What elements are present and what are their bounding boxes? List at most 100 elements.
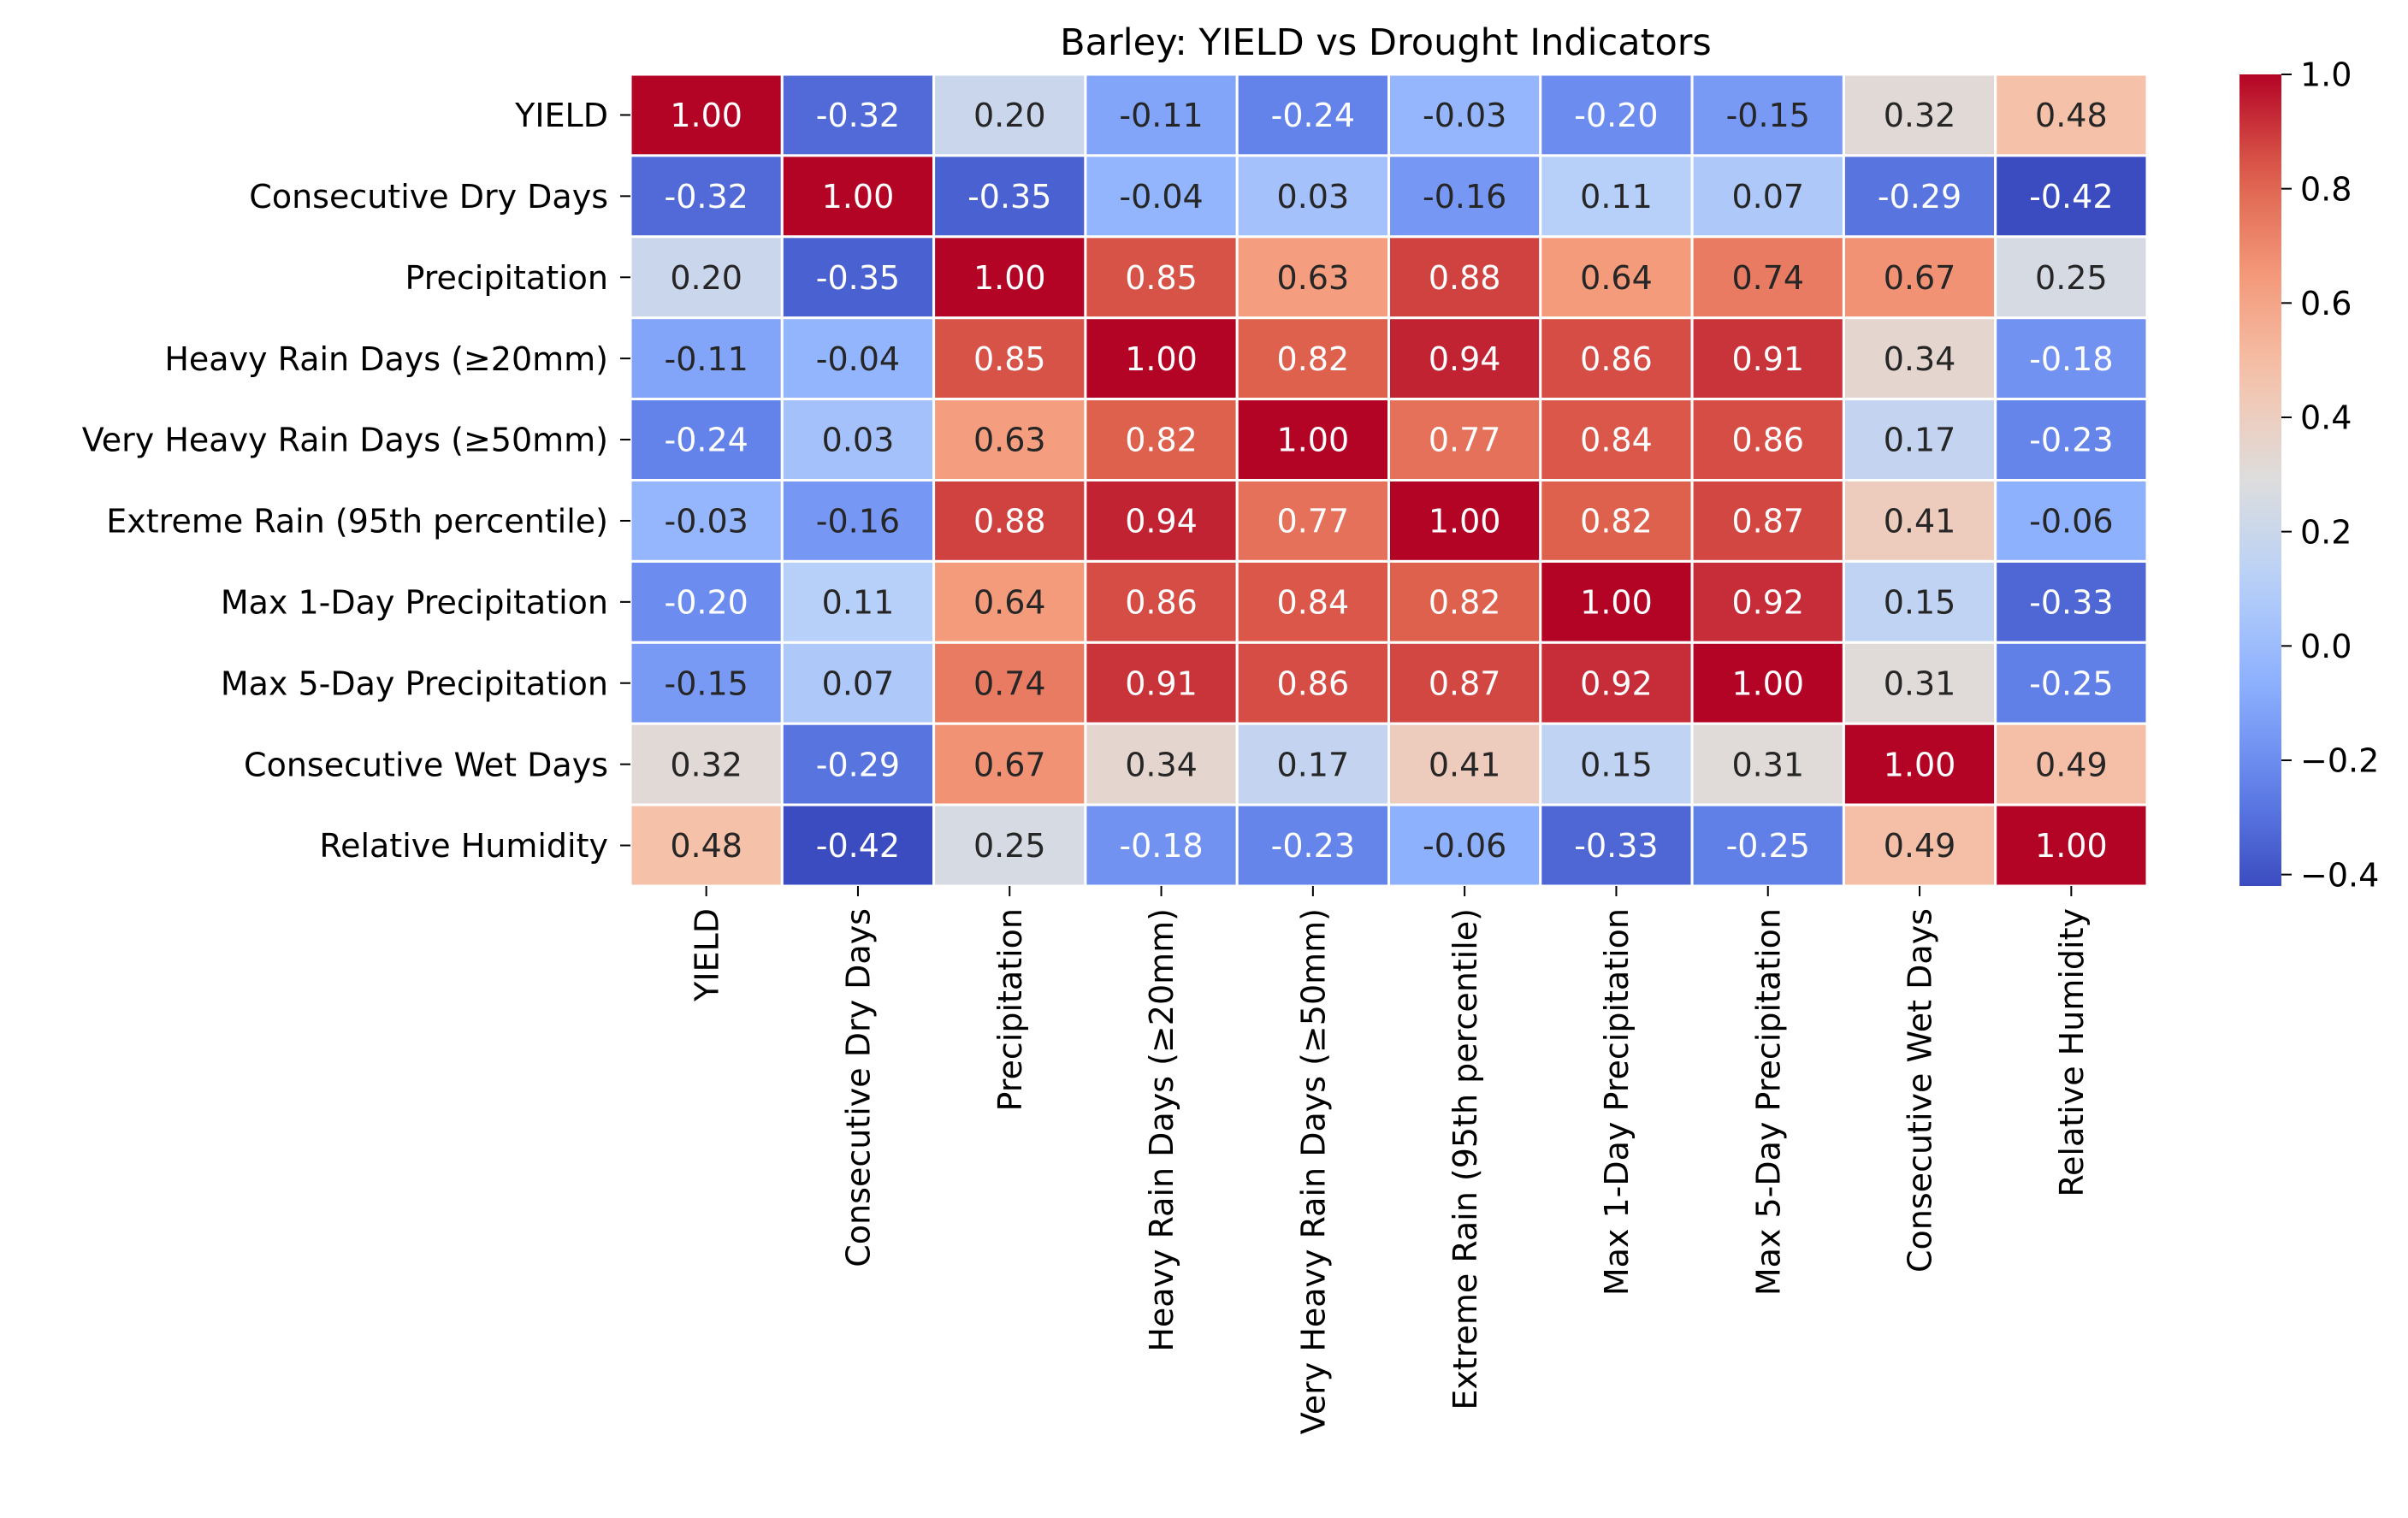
cell-value-label: -0.03 xyxy=(664,503,748,540)
cell-value-label: 0.91 xyxy=(1731,340,1804,378)
heatmap-cell xyxy=(1235,398,1390,482)
cell-value-label: 0.49 xyxy=(1884,827,1956,865)
cell-value-label: 1.00 xyxy=(1731,664,1804,702)
heatmap-cell xyxy=(629,559,784,644)
heatmap-cell xyxy=(1084,641,1239,725)
heatmap-cell xyxy=(1084,154,1239,239)
cell-value-label: 0.20 xyxy=(670,259,743,297)
heatmap-cell xyxy=(1994,559,2149,644)
heatmap-cell xyxy=(629,803,784,888)
heatmap-cell xyxy=(1994,722,2149,806)
heatmap-cell xyxy=(1842,641,1997,725)
heatmap-cell xyxy=(932,722,1087,806)
cell-value-label: -0.20 xyxy=(664,584,748,622)
heatmap-cell xyxy=(1539,235,1694,320)
cell-value-label: 0.41 xyxy=(1884,503,1956,540)
y-tick-label: Extreme Rain (95th percentile) xyxy=(106,503,608,540)
cell-value-label: -0.15 xyxy=(1726,97,1810,134)
cell-value-label: -0.42 xyxy=(816,827,900,865)
cell-value-label: 0.94 xyxy=(1429,340,1501,378)
heatmap-cell xyxy=(1235,641,1390,725)
heatmap-cell xyxy=(1994,73,2149,157)
colorbar-tick-label: 0.4 xyxy=(2300,399,2352,437)
heatmap-cell xyxy=(1387,73,1542,157)
cell-value-label: -0.32 xyxy=(816,97,900,134)
cell-value-label: 0.07 xyxy=(822,664,895,702)
cell-value-label: 0.67 xyxy=(973,746,1046,783)
x-tick-label: Consecutive Dry Days xyxy=(840,908,878,1267)
heatmap-cell xyxy=(629,235,784,320)
cell-value-label: -0.35 xyxy=(816,259,900,297)
heatmap-cell xyxy=(1994,154,2149,239)
heatmap-cell xyxy=(1539,722,1694,806)
cell-value-label: 0.49 xyxy=(2035,746,2108,783)
colorbar-tick-label: 0.2 xyxy=(2300,513,2352,551)
heatmap-cell xyxy=(1842,722,1997,806)
heatmap-cell xyxy=(1387,559,1542,644)
heatmap-cell xyxy=(1235,722,1390,806)
cell-value-label: -0.35 xyxy=(967,178,1051,216)
cell-value-label: 0.88 xyxy=(973,503,1046,540)
cell-value-label: -0.04 xyxy=(816,340,900,378)
cell-value-label: -0.33 xyxy=(2029,584,2113,622)
cell-value-label: 0.77 xyxy=(1429,422,1501,459)
heatmap-cell xyxy=(1387,154,1542,239)
cell-value-label: -0.18 xyxy=(1119,827,1203,865)
cell-value-label: -0.24 xyxy=(1271,97,1355,134)
y-tick-label: Heavy Rain Days (≥20mm) xyxy=(164,340,608,378)
heatmap-cell xyxy=(932,641,1087,725)
x-tick-label: Max 5-Day Precipitation xyxy=(1749,908,1787,1296)
cell-value-label: 1.00 xyxy=(1125,340,1198,378)
y-tick-label: Very Heavy Rain Days (≥50mm) xyxy=(82,422,608,459)
heatmap-cell xyxy=(1387,316,1542,401)
cell-value-label: 1.00 xyxy=(2035,827,2108,865)
cell-value-label: 0.94 xyxy=(1125,503,1198,540)
heatmap-cell xyxy=(1842,235,1997,320)
cell-value-label: 0.91 xyxy=(1125,664,1198,702)
cell-value-label: -0.20 xyxy=(1574,97,1658,134)
x-tick-label: YIELD xyxy=(688,908,725,1002)
heatmap-cell xyxy=(780,235,936,320)
cell-value-label: 0.11 xyxy=(1580,178,1653,216)
colorbar: 1.0 0.8 0.6 0.4 0.2 0.0 −0.2 −0.4 xyxy=(2239,56,2379,894)
cell-value-label: 0.86 xyxy=(1277,664,1350,702)
cell-value-label: 0.64 xyxy=(1580,259,1653,297)
heatmap-cell xyxy=(1842,154,1997,239)
cell-value-label: 0.84 xyxy=(1277,584,1350,622)
cell-value-label: 0.32 xyxy=(1884,97,1956,134)
cell-value-label: 0.77 xyxy=(1277,503,1350,540)
heatmap-cell xyxy=(780,398,936,482)
y-tick-label: Max 1-Day Precipitation xyxy=(221,584,608,622)
cell-value-label: -0.06 xyxy=(2029,503,2113,540)
cell-value-label: -0.16 xyxy=(816,503,900,540)
heatmap-cell xyxy=(1084,559,1239,644)
cell-value-label: 0.17 xyxy=(1884,422,1956,459)
cell-value-label: 0.25 xyxy=(973,827,1046,865)
cell-value-label: 0.86 xyxy=(1731,422,1804,459)
cell-value-label: 1.00 xyxy=(670,97,743,134)
heatmap-cells xyxy=(629,73,2149,888)
cell-value-label: 0.07 xyxy=(1731,178,1804,216)
cell-value-label: 1.00 xyxy=(1884,746,1956,783)
cell-value-label: -0.25 xyxy=(1726,827,1810,865)
heatmap-cell xyxy=(1084,722,1239,806)
cell-value-label: 0.74 xyxy=(973,664,1046,702)
colorbar-tick-label: −0.2 xyxy=(2300,742,2379,780)
cell-value-label: 0.82 xyxy=(1277,340,1350,378)
cell-value-label: 1.00 xyxy=(1429,503,1501,540)
heatmap-cell xyxy=(1387,479,1542,563)
cell-value-label: 0.63 xyxy=(973,422,1046,459)
x-tick-label: Extreme Rain (95th percentile) xyxy=(1447,908,1484,1410)
heatmap-cell xyxy=(1690,73,1845,157)
heatmap-cell xyxy=(1690,235,1845,320)
cell-value-label: -0.42 xyxy=(2029,178,2113,216)
cell-value-label: 0.67 xyxy=(1884,259,1956,297)
x-tick-label: Consecutive Wet Days xyxy=(1902,908,1939,1273)
cell-value-label: 0.15 xyxy=(1884,584,1956,622)
heatmap-cell xyxy=(1084,479,1239,563)
heatmap-cell xyxy=(1387,398,1542,482)
heatmap-cell xyxy=(1842,803,1997,888)
cell-value-label: 0.86 xyxy=(1125,584,1198,622)
heatmap-cell xyxy=(780,641,936,725)
